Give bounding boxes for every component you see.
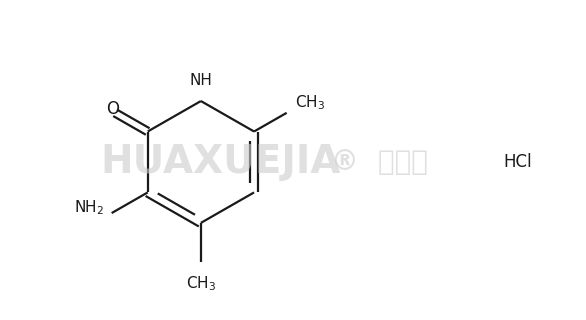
Text: CH$_3$: CH$_3$ bbox=[295, 94, 325, 112]
Text: NH: NH bbox=[189, 73, 212, 88]
Text: NH$_2$: NH$_2$ bbox=[73, 199, 104, 218]
Text: O: O bbox=[105, 100, 118, 118]
Text: HCl: HCl bbox=[503, 153, 532, 171]
Text: CH$_3$: CH$_3$ bbox=[186, 274, 216, 293]
Text: HUAXUEJIA: HUAXUEJIA bbox=[100, 143, 341, 181]
Text: ®  化学加: ® 化学加 bbox=[331, 148, 428, 176]
